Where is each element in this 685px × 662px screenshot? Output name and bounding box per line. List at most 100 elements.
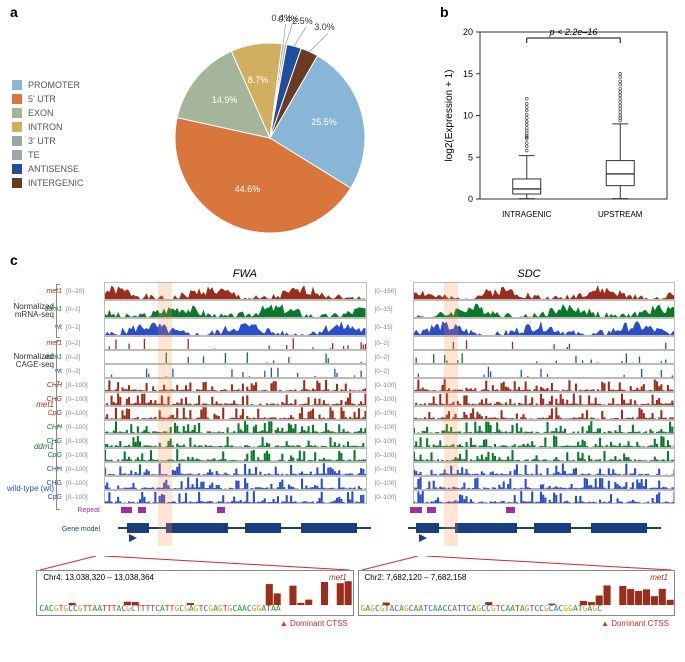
track-range: [0–100]	[375, 490, 413, 504]
legend-text: INTERGENIC	[28, 178, 84, 188]
track-body	[413, 448, 676, 462]
boxplot: 05101520log2(Expression + 1)INTRAGENICUP…	[440, 12, 675, 227]
gene-title: FWA	[107, 268, 383, 280]
pie-slice-label: 25.5%	[311, 117, 337, 127]
group-label: Normalized CAGE-seq	[6, 340, 54, 382]
track-range: [0–15]	[375, 318, 413, 336]
track-range: [0–100]	[66, 434, 104, 448]
legend-swatch	[12, 108, 22, 118]
plot-frame	[480, 32, 667, 199]
pie-legend: PROMOTER 5' UTR EXON INTRON 3' UTR TE ANTISENS…	[12, 80, 84, 192]
track-range: [0–2]	[375, 336, 413, 350]
group-label: wild-type (wt)	[6, 468, 54, 510]
track-body	[104, 300, 367, 318]
ytick-label: 20	[463, 27, 473, 37]
boxplot-ylabel: log2(Expression + 1)	[444, 70, 455, 162]
track-body	[104, 336, 367, 350]
track-range: [0–100]	[375, 434, 413, 448]
legend-text: INTRON	[28, 122, 63, 132]
track-row: met1[0–2][0–2]	[10, 336, 675, 350]
legend-item: INTERGENIC	[12, 178, 84, 188]
track-range: [0–2]	[375, 364, 413, 378]
track-range: [0–15]	[375, 300, 413, 318]
legend-swatch	[12, 94, 22, 104]
track-range: [0–100]	[375, 462, 413, 476]
track-body	[413, 282, 676, 300]
pie-slice-label: 14.9%	[212, 95, 238, 105]
track-body	[413, 350, 676, 364]
ytick-label: 10	[463, 111, 473, 121]
genemodel-track	[394, 516, 676, 542]
legend-item: PROMOTER	[12, 80, 84, 90]
legend-swatch	[12, 80, 22, 90]
legend-text: 5' UTR	[28, 94, 56, 104]
legend-item: INTRON	[12, 122, 84, 132]
legend-swatch	[12, 164, 22, 174]
p-value: p < 2.2e–16	[549, 27, 598, 37]
track-row: met1[0–20][0–150]	[10, 282, 675, 300]
track-row: CHG[0–100][0–100]	[10, 434, 675, 448]
dominant-ctss-label: ▲ Dominant CTSS	[280, 619, 348, 628]
track-body	[104, 282, 367, 300]
legend-text: TE	[28, 150, 40, 160]
track-body	[104, 350, 367, 364]
track-body	[104, 318, 367, 336]
ytick-label: 0	[468, 194, 473, 204]
legend-text: ANTISENSE	[28, 164, 79, 174]
legend-text: PROMOTER	[28, 80, 80, 90]
track-body	[413, 420, 676, 434]
nt-sequence: GAGCGTACAGCAATCAACCATTCAGCCGTCAATAGTCCGC…	[361, 603, 673, 614]
track-body	[104, 392, 367, 406]
track-range: [0–2]	[66, 336, 104, 350]
zoom-panel: Chr2: 7,682,120 – 7,682,158met1GAGCGTACA…	[358, 556, 676, 616]
genemodel-label: Gene model	[10, 516, 104, 542]
track-range: [0–100]	[375, 406, 413, 420]
track-body	[413, 378, 676, 392]
pie-labels-layer: 25.5%44.6%14.9%8.7%0.4%0.4%2.5%3.0%	[120, 10, 400, 255]
track-body	[413, 434, 676, 448]
gene-title: SDC	[391, 268, 667, 280]
track-body	[413, 336, 676, 350]
track-range: [0–2]	[375, 350, 413, 364]
legend-swatch	[12, 122, 22, 132]
track-range: [0–100]	[375, 420, 413, 434]
track-row: wt[0–2][0–2]	[10, 364, 675, 378]
track-row: wt[0–1][0–15]	[10, 318, 675, 336]
repeat-row: Repeat	[10, 504, 675, 516]
track-range: [0–100]	[375, 476, 413, 490]
pie-slice-label: 3.0%	[314, 22, 335, 32]
pie-slice-label: 8.7%	[248, 75, 269, 85]
track-range: [0–100]	[375, 392, 413, 406]
track-row: CpG[0–100][0–100]	[10, 448, 675, 462]
nt-sequence: CACGTGCCGTTAATTTACGCTTTTCATTGCGAGTCGAGTG…	[39, 603, 351, 614]
track-body	[104, 448, 367, 462]
legend-text: EXON	[28, 108, 54, 118]
dominant-ctss-label: ▲ Dominant CTSS	[601, 619, 669, 628]
track-body	[104, 378, 367, 392]
track-body	[413, 490, 676, 504]
track-row: CHG[0–100][0–100]	[10, 392, 675, 406]
legend-item: 3' UTR	[12, 136, 84, 146]
track-range: [0–1]	[66, 318, 104, 336]
track-row: CHH[0–100][0–100]	[10, 462, 675, 476]
track-row: CHG[0–100][0–100]	[10, 476, 675, 490]
track-range: [0–100]	[375, 448, 413, 462]
track-body	[104, 364, 367, 378]
legend-item: ANTISENSE	[12, 164, 84, 174]
track-body	[413, 364, 676, 378]
legend-item: 5' UTR	[12, 94, 84, 104]
legend-swatch	[12, 136, 22, 146]
track-body	[413, 476, 676, 490]
pie-slice-label: 2.5%	[292, 16, 313, 26]
group-label: met1	[6, 384, 54, 426]
zoom-panel: Chr4: 13,038,320 – 13,038,364met1CACGTGC…	[36, 556, 354, 616]
track-body	[104, 490, 367, 504]
group-label: Normalized mRNA-seq	[6, 284, 54, 338]
legend-swatch	[12, 150, 22, 160]
track-range: [0–150]	[375, 282, 413, 300]
track-range: [0–100]	[66, 462, 104, 476]
box	[513, 179, 541, 194]
track-row: ddm1[0–2][0–2]	[10, 350, 675, 364]
track-range: [0–100]	[66, 392, 104, 406]
track-range: [0–100]	[66, 378, 104, 392]
